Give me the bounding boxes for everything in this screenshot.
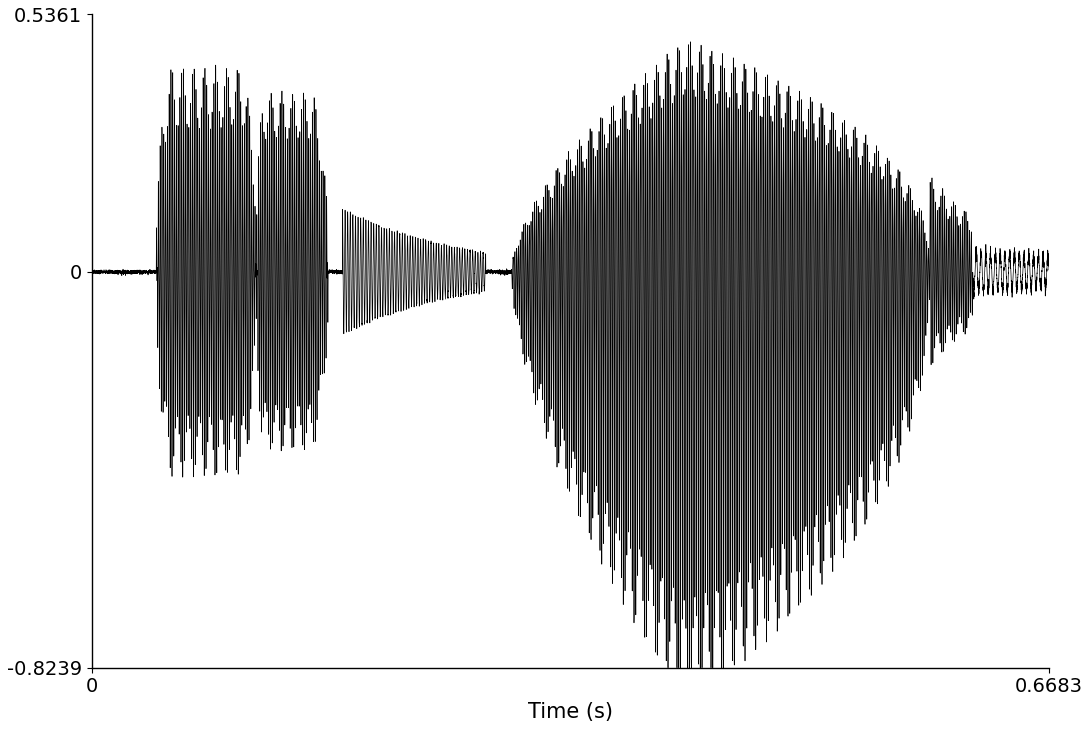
X-axis label: Time (s): Time (s) xyxy=(528,702,613,722)
